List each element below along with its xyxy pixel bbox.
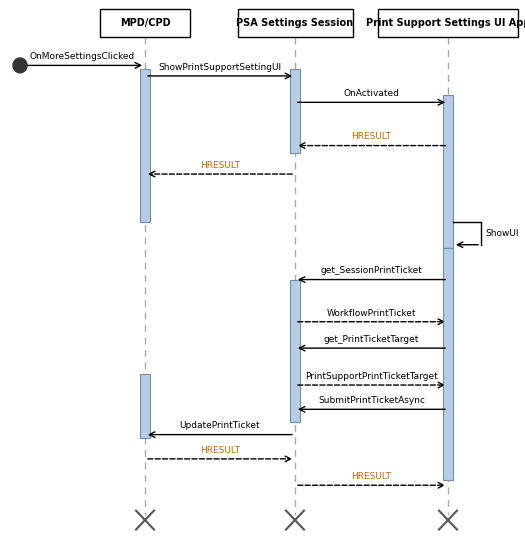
- Text: Print Support Settings UI App: Print Support Settings UI App: [366, 18, 525, 28]
- Text: WorkflowPrintTicket: WorkflowPrintTicket: [327, 308, 416, 317]
- Text: ShowUI: ShowUI: [485, 229, 519, 238]
- Text: PSA Settings Session: PSA Settings Session: [236, 18, 353, 28]
- Bar: [443, 95, 453, 248]
- Bar: [378, 10, 518, 37]
- Text: HRESULT: HRESULT: [352, 132, 392, 141]
- Text: OnMoreSettingsClicked: OnMoreSettingsClicked: [30, 52, 135, 61]
- Text: PrintSupportPrintTicketTarget: PrintSupportPrintTicketTarget: [305, 372, 438, 381]
- Bar: [140, 374, 150, 438]
- Text: HRESULT: HRESULT: [200, 161, 240, 170]
- Text: MPD/CPD: MPD/CPD: [120, 18, 170, 28]
- Text: UpdatePrintTicket: UpdatePrintTicket: [180, 421, 260, 430]
- Bar: [100, 10, 190, 37]
- Bar: [290, 68, 300, 153]
- Bar: [237, 10, 352, 37]
- Bar: [290, 280, 300, 422]
- Text: HRESULT: HRESULT: [200, 445, 240, 455]
- Text: HRESULT: HRESULT: [352, 472, 392, 481]
- Text: ShowPrintSupportSettingUI: ShowPrintSupportSettingUI: [159, 63, 281, 72]
- Bar: [140, 68, 150, 222]
- Text: get_PrintTicketTarget: get_PrintTicketTarget: [324, 335, 419, 344]
- Text: SubmitPrintTicketAsync: SubmitPrintTicketAsync: [318, 396, 425, 405]
- Circle shape: [13, 58, 27, 73]
- Text: OnActivated: OnActivated: [343, 89, 400, 98]
- Text: get_SessionPrintTicket: get_SessionPrintTicket: [321, 266, 423, 275]
- Bar: [443, 248, 453, 480]
